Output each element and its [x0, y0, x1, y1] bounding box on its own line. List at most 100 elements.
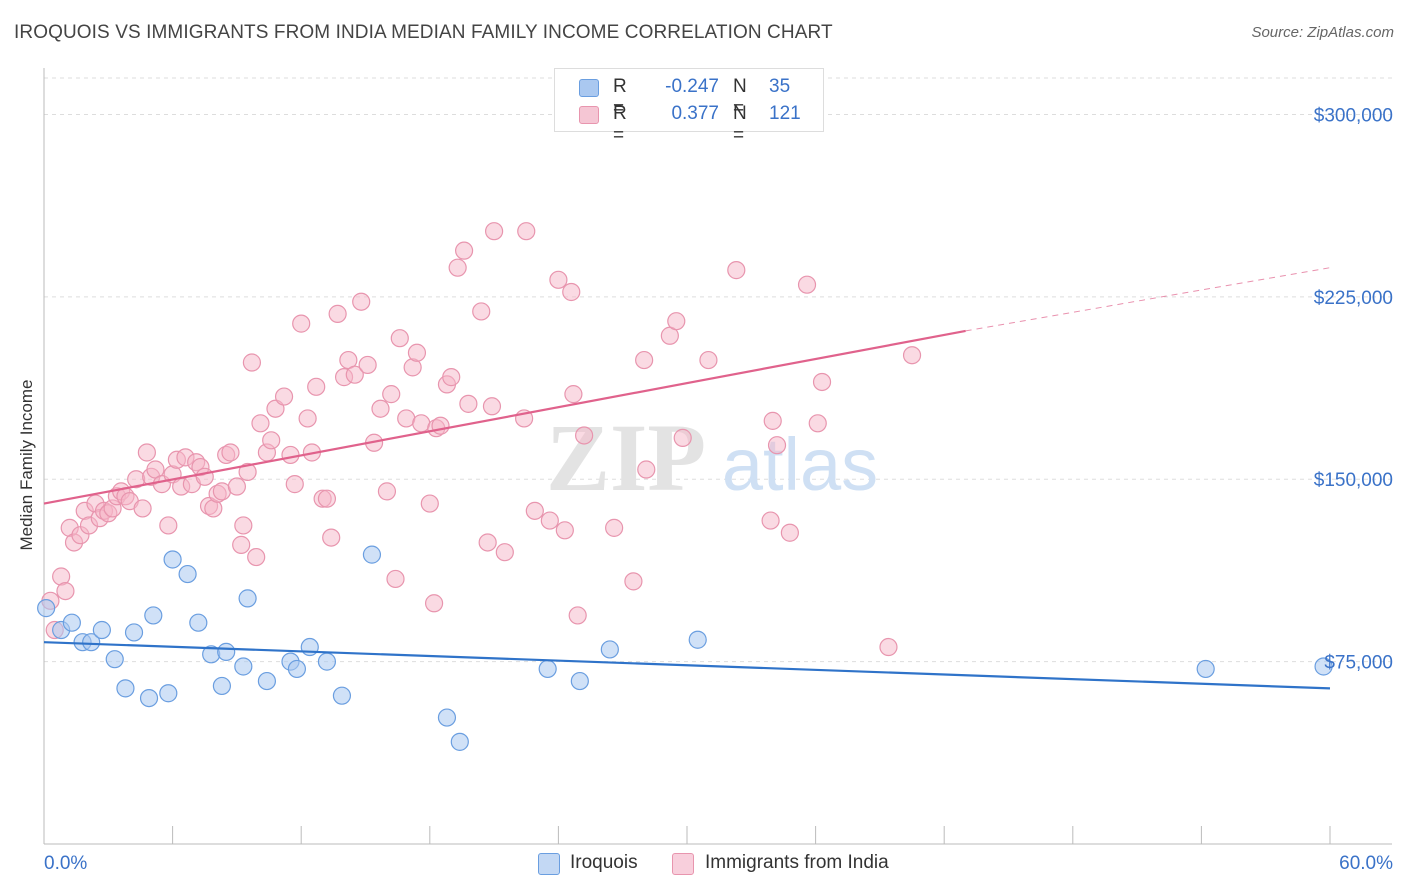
iroquois-point: [600, 640, 619, 659]
y-tick-label: $75,000: [1324, 653, 1393, 674]
india-point: [635, 350, 654, 370]
india-point: [412, 414, 431, 433]
india-point: [767, 436, 787, 455]
iroquois-point: [688, 630, 707, 649]
india-point: [227, 477, 246, 496]
bottom-legend-label: Immigrants from India: [705, 852, 889, 873]
india-point: [238, 462, 257, 482]
iroquois-point: [163, 550, 182, 569]
x-tick-label-min: 0.0%: [44, 853, 87, 874]
india-point: [699, 350, 718, 370]
india-point: [307, 377, 326, 396]
legend-n-value: 35: [769, 76, 791, 97]
india-point: [525, 501, 544, 520]
india-point: [159, 516, 178, 535]
india-point: [345, 365, 364, 384]
iroquois-point: [570, 671, 589, 691]
india-point: [397, 409, 416, 428]
india-point: [812, 372, 832, 392]
india-point: [352, 292, 371, 311]
legend-n-label: N =: [733, 103, 747, 146]
india-trend-line: [43, 329, 966, 505]
india-point: [568, 606, 587, 625]
india-point: [56, 581, 75, 601]
x-tick-label-max: 60.0%: [1339, 853, 1393, 874]
source-label: Source: ZipAtlas.com: [1251, 24, 1394, 41]
india-point: [763, 411, 782, 430]
india-point: [540, 511, 559, 530]
india-point: [555, 521, 574, 540]
iroquois-point: [317, 652, 337, 671]
india-point: [761, 511, 780, 530]
bottom-legend-swatch-pink: [672, 853, 694, 875]
iroquois-point: [116, 679, 135, 698]
iroquois-point: [144, 606, 163, 625]
legend-n-value: 121: [769, 103, 801, 124]
iroquois-point: [238, 589, 257, 608]
iroquois-point: [37, 599, 56, 618]
iroquois-point: [450, 732, 469, 751]
iroquois-point: [287, 659, 307, 679]
india-point: [495, 543, 514, 562]
bottom-legend-label: Iroquois: [570, 852, 638, 873]
iroquois-trend-line: [43, 641, 1331, 690]
watermark: ZIP atlas: [546, 404, 878, 511]
india-point: [382, 385, 401, 404]
iroquois-point: [82, 633, 101, 652]
india-point: [797, 275, 817, 294]
india-point: [292, 314, 311, 333]
iroquois-point: [1196, 659, 1215, 679]
iroquois-point: [217, 642, 236, 661]
iroquois-point: [159, 684, 178, 703]
india-point: [517, 222, 536, 241]
india-point: [328, 304, 347, 323]
india-point: [472, 302, 491, 321]
india-point: [482, 397, 502, 416]
iroquois-point: [332, 686, 352, 705]
india-point: [673, 428, 692, 447]
india-point: [454, 241, 474, 260]
iroquois-point: [92, 620, 111, 640]
india-point: [242, 353, 262, 372]
india-trend-extension: [965, 267, 1331, 332]
india-point: [575, 426, 594, 445]
india-point: [281, 445, 300, 465]
legend-n-label: N =: [733, 76, 747, 119]
india-point: [232, 535, 251, 554]
iroquois-point: [1314, 657, 1333, 676]
iroquois-point: [105, 650, 124, 669]
iroquois-point: [538, 659, 557, 679]
y-tick-label: $300,000: [1314, 105, 1393, 126]
india-point: [562, 282, 581, 302]
india-point: [605, 518, 624, 537]
correlation-legend: R = -0.247 N = 35 R = 0.377 N = 121: [554, 68, 824, 146]
axes: [43, 68, 1392, 845]
india-point: [780, 523, 799, 542]
india-point: [485, 222, 504, 241]
india-point: [358, 355, 377, 375]
series-iroquois-points: [37, 545, 1333, 751]
iroquois-point: [124, 623, 144, 642]
legend-r-value: 0.377: [671, 103, 719, 124]
india-point: [424, 594, 444, 613]
iroquois-point: [362, 545, 382, 564]
iroquois-point: [62, 613, 81, 632]
india-point: [442, 368, 461, 387]
india-point: [624, 572, 643, 591]
india-point: [285, 475, 304, 494]
india-point: [298, 409, 317, 428]
legend-r-label: R =: [613, 103, 627, 146]
india-point: [459, 394, 478, 413]
india-point: [262, 431, 281, 450]
tick-labels: $75,000 $150,000 $225,000 $300,000 0.0% 60.0%: [44, 105, 1393, 874]
india-point: [133, 499, 152, 518]
india-point: [549, 270, 568, 289]
india-point: [317, 489, 337, 508]
legend-swatch-blue: [579, 79, 599, 97]
iroquois-point: [437, 708, 457, 727]
india-point: [420, 494, 439, 513]
watermark-zip: ZIP: [546, 404, 706, 511]
india-point: [637, 460, 656, 479]
india-point: [274, 387, 294, 406]
